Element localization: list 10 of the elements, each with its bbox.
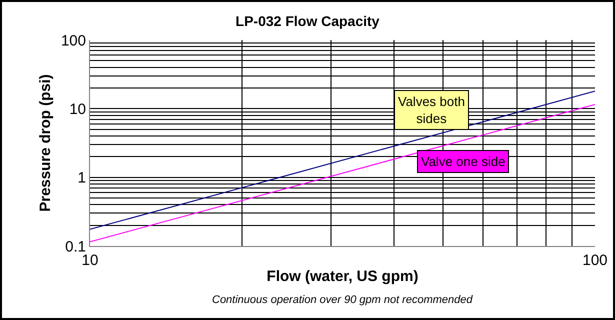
y-axis-title: Pressure drop (psi) [37,74,54,212]
y-tick-label: 100 [60,32,86,50]
x-axis-title: Flow (water, US gpm) [266,268,418,285]
y-tick-label: 1 [78,170,86,187]
series-label: Valves both sides [398,94,465,126]
chart-title: LP-032 Flow Capacity [236,13,380,30]
text: Continuous operation over 90 gpm not recommended [212,294,474,306]
series-label: Valve one side [421,154,506,169]
y-tick-label: 10 [69,100,86,118]
y-tick-label: 0.1 [65,238,86,256]
